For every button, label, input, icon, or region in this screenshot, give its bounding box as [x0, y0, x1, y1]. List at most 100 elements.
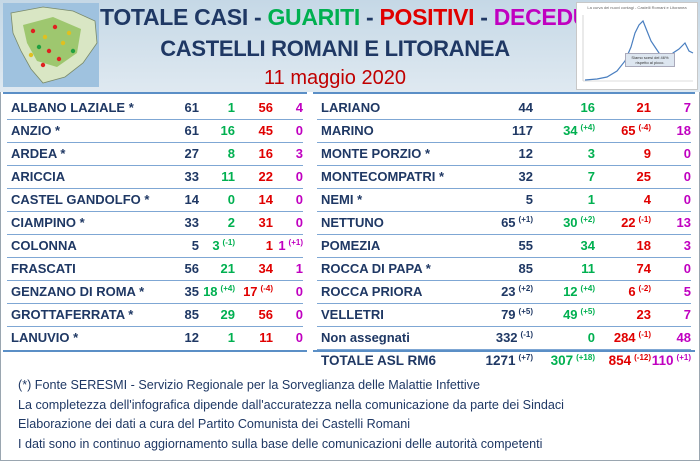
table-row: MONTE PORZIO * 12 3 9 0: [313, 142, 695, 165]
recovered-cell: 11: [221, 165, 235, 188]
recovered-cell: 49 (+5): [563, 303, 595, 326]
left-municipality-table: ALBANO LAZIALE * 61 1 56 4 ANZIO * 61 16 45 0 ARDE…: [3, 92, 307, 352]
recovered-cell-value: 0: [227, 192, 235, 207]
deceased-cell-value: 3: [683, 238, 691, 253]
municipality-name: COLONNA: [11, 238, 77, 253]
positive-cell-value: 56: [258, 100, 273, 115]
municipality-name: LANUVIO *: [11, 330, 79, 345]
total-cases-cell-value: 117: [512, 123, 533, 138]
recovered-cell-value: 21: [220, 261, 235, 276]
table-row: POMEZIA 55 34 18 3: [313, 234, 695, 257]
positive-cell-value: 17: [243, 284, 258, 299]
total-cases-cell: 12: [519, 142, 533, 165]
recovered-cell: 21: [221, 257, 235, 280]
recovered-cell-delta: (+5): [580, 307, 595, 316]
positive-cell-value: 4: [643, 192, 651, 207]
table-row: ANZIO * 61 16 45 0: [3, 119, 307, 142]
total-cases-cell: 56: [185, 257, 199, 280]
table-row: COLONNA 5 3 (-1) 1 1 (+1): [3, 234, 307, 257]
recovered-cell-delta: (+4): [220, 284, 235, 293]
recovered-cell: 16: [221, 119, 235, 142]
positive-cell-delta: (-1): [638, 215, 651, 224]
total-cases-cell: 55: [519, 234, 533, 257]
region-map-image: [3, 3, 99, 87]
deceased-cell-value: 3: [295, 146, 303, 161]
municipality-name: Non assegnati: [321, 330, 410, 345]
row-divider: [7, 280, 303, 281]
deceased-cell-value: 0: [295, 284, 303, 299]
positive-cell-value: 22: [258, 169, 273, 184]
total-cases-cell-value: 33: [184, 169, 199, 184]
positive-cell: 34: [259, 257, 273, 280]
municipality-name: ARICCIA: [11, 169, 66, 184]
positive-cell: 6 (-2): [628, 280, 651, 303]
trend-mini-chart: La curva dei nuovi contagi - Castelli Ro…: [576, 2, 698, 90]
municipality-name: LARIANO: [321, 100, 381, 115]
positive-cell-value: 56: [258, 307, 273, 322]
footer-notes: (*) Fonte SERESMI - Servizio Regionale p…: [18, 376, 688, 454]
total-cases-cell: 85: [185, 303, 199, 326]
deceased-cell: 0: [296, 165, 303, 188]
title-part: -: [359, 4, 380, 30]
positive-cell-value: 854: [608, 353, 632, 368]
total-cases-cell: 14: [185, 188, 199, 211]
deceased-cell-value: 1: [278, 238, 286, 253]
subtitle: CASTELLI ROMANI E LITORANEA: [160, 36, 510, 61]
municipality-name: ROCCA DI PAPA *: [321, 261, 431, 276]
positive-cell-value: 23: [636, 307, 651, 322]
positive-cell: 14: [259, 188, 273, 211]
row-divider: [7, 211, 303, 212]
deceased-cell-value: 18: [676, 123, 691, 138]
deceased-cell: 1: [296, 257, 303, 280]
total-cases-cell-value: 23: [501, 284, 516, 299]
recovered-cell: 12 (+4): [563, 280, 595, 303]
recovered-cell-delta: (+18): [576, 353, 595, 362]
total-cases-cell-value: 44: [518, 100, 533, 115]
positive-cell-value: 31: [258, 215, 273, 230]
positive-cell: 1: [266, 234, 273, 257]
row-divider: [7, 257, 303, 258]
recovered-cell-value: 1: [227, 100, 235, 115]
municipality-name: POMEZIA: [321, 238, 381, 253]
total-cases-cell-delta: (+7): [518, 353, 533, 362]
deceased-cell: 0: [296, 280, 303, 303]
deceased-cell-value: 0: [683, 261, 691, 276]
total-cases-cell-value: 65: [501, 215, 516, 230]
recovered-cell-value: 307: [550, 353, 574, 368]
total-cases-cell-value: 33: [184, 215, 199, 230]
recovered-cell: 0: [228, 188, 235, 211]
deceased-cell: 18: [677, 119, 691, 142]
total-cases-cell-value: 14: [184, 192, 199, 207]
positive-cell-delta: (-4): [260, 284, 273, 293]
table-row: ROCCA DI PAPA * 85 11 74 0: [313, 257, 695, 280]
table-row: MARINO 117 34 (+4) 65 (-4) 18: [313, 119, 695, 142]
total-cases-cell-value: 85: [518, 261, 533, 276]
positive-cell-value: 16: [258, 146, 273, 161]
deceased-cell-delta: (+1): [676, 353, 691, 362]
total-cases-cell-value: 12: [184, 330, 199, 345]
deceased-cell: 5: [684, 280, 691, 303]
positive-cell-value: 284: [613, 330, 636, 345]
positive-cell: 18: [637, 234, 651, 257]
recovered-cell-value: 34: [580, 238, 595, 253]
deceased-cell-value: 7: [683, 307, 691, 322]
recovered-cell-value: 1: [227, 330, 235, 345]
row-divider: [317, 349, 691, 350]
recovered-cell: 16: [581, 96, 595, 119]
row-divider: [317, 280, 691, 281]
recovered-cell-delta: (+4): [580, 123, 595, 132]
table-row: VELLETRI 79 (+5) 49 (+5) 23 7: [313, 303, 695, 326]
positive-cell-value: 18: [636, 238, 651, 253]
title-part: TOTALE CASI: [100, 4, 248, 30]
recovered-cell-value: 18: [203, 284, 218, 299]
recovered-cell: 29: [221, 303, 235, 326]
deceased-cell-delta: (+1): [288, 238, 303, 247]
recovered-cell-value: 7: [587, 169, 595, 184]
table-row: CIAMPINO * 33 2 31 0: [3, 211, 307, 234]
table-row: GROTTAFERRATA * 85 29 56 0: [3, 303, 307, 326]
deceased-cell-value: 0: [295, 169, 303, 184]
positive-cell: 65 (-4): [621, 119, 651, 142]
total-cases-cell: 61: [185, 119, 199, 142]
recovered-cell-value: 16: [580, 100, 595, 115]
deceased-cell: 0: [684, 188, 691, 211]
